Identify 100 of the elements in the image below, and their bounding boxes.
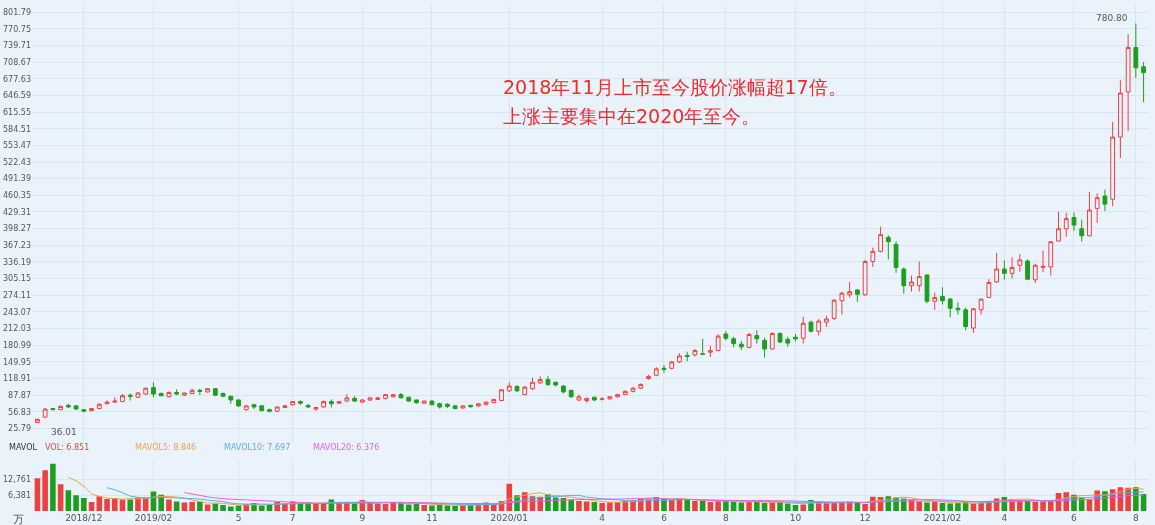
candlestick — [530, 376, 535, 391]
candlestick — [854, 288, 860, 303]
line-series — [183, 492, 1145, 505]
bar — [104, 499, 110, 511]
candlestick — [228, 395, 234, 405]
candlestick — [259, 404, 265, 412]
bar — [947, 503, 953, 511]
y-tick-label: 770.75 — [3, 24, 31, 34]
candlestick — [1141, 61, 1146, 103]
candlestick — [738, 340, 744, 351]
candlestick — [661, 364, 667, 374]
bar — [607, 502, 613, 511]
candlestick — [1063, 212, 1069, 238]
candlestick — [398, 392, 404, 399]
candlestick — [940, 286, 945, 305]
candlestick — [120, 393, 125, 403]
candlestick — [127, 393, 133, 402]
bar — [916, 501, 923, 511]
candlestick — [924, 274, 930, 304]
candlestick — [576, 394, 582, 402]
candlestick — [352, 395, 357, 403]
candlestick — [769, 331, 775, 351]
candlestick — [638, 382, 644, 390]
bar — [189, 502, 195, 511]
bar — [568, 499, 574, 511]
candlestick — [1071, 212, 1077, 232]
bar — [692, 501, 698, 511]
candlestick — [545, 375, 551, 387]
bar — [258, 505, 265, 511]
candlestick — [1001, 259, 1007, 281]
candlestick — [700, 338, 706, 356]
bar — [166, 499, 172, 511]
candlestick — [189, 388, 195, 395]
y-tick-label: 180.99 — [3, 341, 31, 351]
bar — [266, 505, 273, 511]
candlestick — [58, 404, 64, 411]
bar — [57, 484, 64, 511]
candlestick — [816, 318, 822, 337]
annotation: 36.01 — [51, 427, 77, 437]
candlestick — [785, 336, 791, 348]
x-tick-label: 9 — [359, 513, 366, 523]
candlestick — [421, 400, 427, 405]
y-tick-label: 708.67 — [3, 57, 31, 67]
y-tick-label: 677.63 — [3, 74, 31, 84]
y-tick-label: 25.79 — [8, 424, 31, 434]
candlestick — [491, 398, 497, 404]
bar — [382, 504, 389, 511]
bar — [313, 503, 319, 511]
x-tick-label: 2019/02 — [134, 513, 173, 523]
bar — [715, 501, 721, 511]
bar — [839, 502, 845, 511]
y-tick-label: 460.35 — [3, 191, 31, 201]
candlestick — [808, 320, 814, 333]
candlestick — [414, 398, 419, 405]
bar — [127, 499, 134, 511]
bar — [135, 497, 141, 511]
candlestick — [731, 336, 736, 348]
y-tick-label: 367.23 — [3, 241, 31, 251]
candlestick — [708, 345, 713, 358]
candlestick — [1025, 258, 1030, 281]
candlestick — [452, 404, 458, 410]
candlestick — [236, 398, 241, 408]
y-tick-label: 398.27 — [3, 224, 31, 234]
candlestick — [537, 375, 543, 385]
candlestick — [715, 334, 721, 352]
candlestick — [151, 381, 156, 398]
candlestick — [831, 298, 837, 321]
candlestick — [437, 402, 443, 410]
bar — [42, 470, 48, 511]
bar — [34, 478, 41, 511]
x-tick-label: 2018/12 — [65, 513, 103, 523]
y-tick-label: 336.19 — [3, 257, 31, 267]
text: MAVOL20: 6.376 — [313, 443, 380, 452]
y-tick-label: 491.39 — [3, 174, 31, 184]
candlestick — [746, 332, 752, 349]
candlestick — [553, 381, 559, 388]
candlestick — [359, 398, 365, 404]
candlestick — [754, 329, 760, 345]
candlestick — [1048, 240, 1054, 276]
candlestick — [692, 348, 698, 357]
candlestick — [406, 396, 412, 403]
bar — [220, 505, 226, 511]
bar — [81, 498, 87, 511]
annotation: 上涨主要集中在2020年至今。 — [503, 105, 761, 127]
series-label: VOL: 6.851 — [45, 443, 90, 452]
candlestick — [367, 397, 373, 402]
candlestick — [305, 403, 311, 409]
bar — [800, 504, 807, 511]
candlestick — [65, 403, 71, 409]
candlestick — [506, 381, 512, 393]
candlestick — [1110, 121, 1116, 207]
y-axis-title: 万 — [13, 513, 24, 525]
candlestick — [267, 408, 272, 413]
candlestick — [1040, 250, 1046, 273]
bar — [792, 505, 799, 511]
candlestick — [243, 404, 249, 412]
bar — [746, 502, 752, 511]
bar — [784, 503, 791, 511]
candlestick — [653, 366, 659, 377]
candlestick — [73, 404, 79, 411]
